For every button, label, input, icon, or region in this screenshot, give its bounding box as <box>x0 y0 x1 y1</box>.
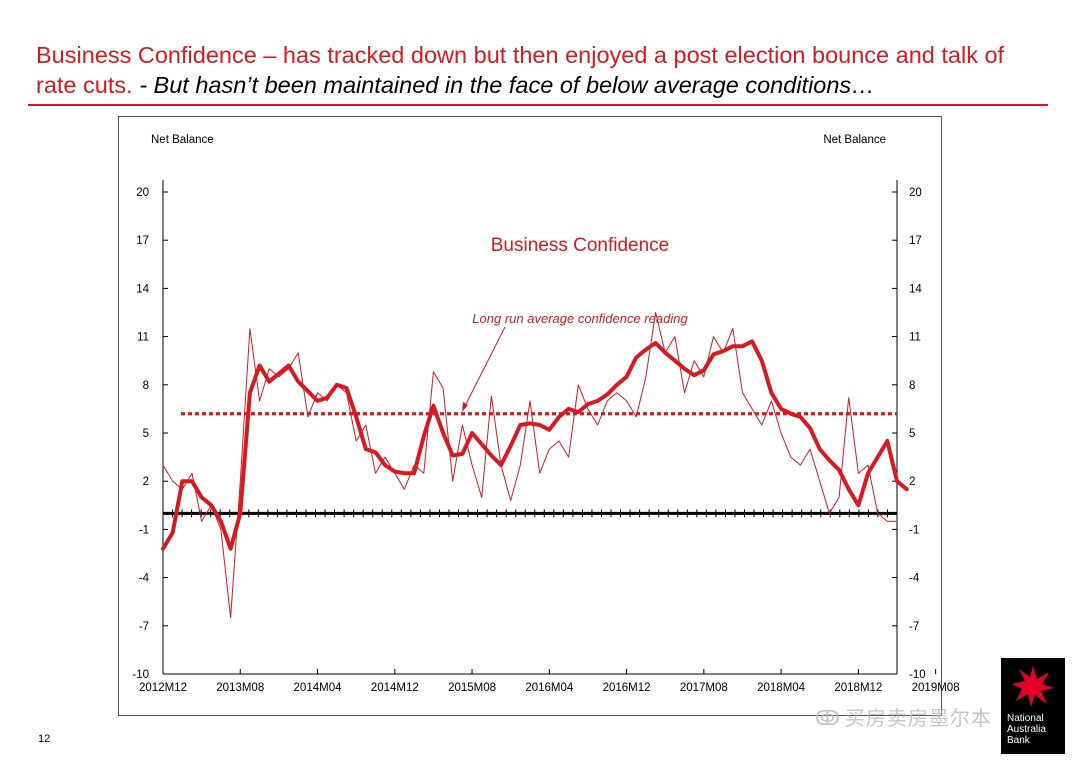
y-tick-label-left: -4 <box>139 573 150 585</box>
x-tick-label: 2012M12 <box>139 682 187 694</box>
y-tick-label-left: 14 <box>136 283 149 295</box>
logo-line-2: Australia <box>1007 724 1046 735</box>
plot-area: -10 -10 -7 -7 -4 -4 -1 -1 2 2 5 5 8 8 11 11 14 14 17 17 20 20… <box>132 180 960 694</box>
chart-title: Business Confidence <box>491 235 670 256</box>
x-tick-label: 2014M04 <box>294 682 343 694</box>
wechat-icon: ↂ <box>815 706 841 730</box>
y-tick-label-left: 11 <box>137 332 149 344</box>
x-tick-label: 2014M12 <box>371 682 419 694</box>
chart-frame <box>118 116 942 716</box>
nab-logo: National Australia Bank <box>1001 658 1065 754</box>
y-tick-label-right: -1 <box>909 524 919 536</box>
logo-line-3: Bank <box>1007 735 1030 746</box>
y-tick-label-right: -4 <box>909 573 920 585</box>
y-tick-label-left: -1 <box>139 524 149 536</box>
x-tick-label: 2016M04 <box>525 682 574 694</box>
x-tick-label: 2015M08 <box>448 682 496 694</box>
y-tick-label-left: 20 <box>136 187 149 199</box>
watermark-text: 买房卖房墨尔本 <box>844 706 992 730</box>
y-tick-label-left: 8 <box>143 380 149 392</box>
long-run-average-annotation: Long run average confidence reading <box>472 311 688 326</box>
slide-title-sub: - But hasn’t been maintained in the face… <box>139 72 875 98</box>
x-tick-label: 2018M04 <box>757 682 806 694</box>
y-tick-label-right: -10 <box>909 669 926 681</box>
x-tick-label: 2013M08 <box>216 682 264 694</box>
slide-title: Business Confidence – has tracked down b… <box>36 40 1046 100</box>
annotation-arrow <box>463 326 506 409</box>
y-tick-label-left: -10 <box>132 669 149 681</box>
series-line-trend <box>161 339 909 551</box>
y-tick-label-left: -7 <box>139 621 149 633</box>
y-axis-label-right: Net Balance <box>823 134 886 146</box>
y-tick-label-right: 5 <box>909 428 915 440</box>
y-axis-label-left: Net Balance <box>151 134 214 146</box>
series-line-monthly <box>162 312 898 619</box>
y-tick-label-right: 17 <box>909 235 922 247</box>
y-tick-label-right: 2 <box>909 476 915 488</box>
title-underline <box>28 104 1048 106</box>
annotation-arrowhead <box>462 402 468 412</box>
y-tick-label-right: -7 <box>909 621 919 633</box>
y-tick-label-left: 17 <box>136 235 149 247</box>
page-number: 12 <box>38 733 51 745</box>
x-tick-label: 2018M12 <box>834 682 882 694</box>
y-tick-label-left: 2 <box>143 476 149 488</box>
x-tick-label: 2017M08 <box>680 682 728 694</box>
watermark: ↂ 买房卖房墨尔本 <box>815 702 992 731</box>
x-tick-label: 2016M12 <box>603 682 651 694</box>
y-tick-label-left: 5 <box>143 428 149 440</box>
y-tick-label-right: 20 <box>909 187 922 199</box>
y-tick-label-right: 14 <box>909 283 922 295</box>
logo-line-1: National <box>1007 713 1044 724</box>
nab-star-icon <box>1012 666 1054 707</box>
x-tick-label: 2019M08 <box>912 682 960 694</box>
slide-title-main: Business Confidence – has tracked down b… <box>36 42 1005 98</box>
y-tick-label-right: 11 <box>909 332 921 344</box>
y-tick-label-right: 8 <box>909 380 915 392</box>
